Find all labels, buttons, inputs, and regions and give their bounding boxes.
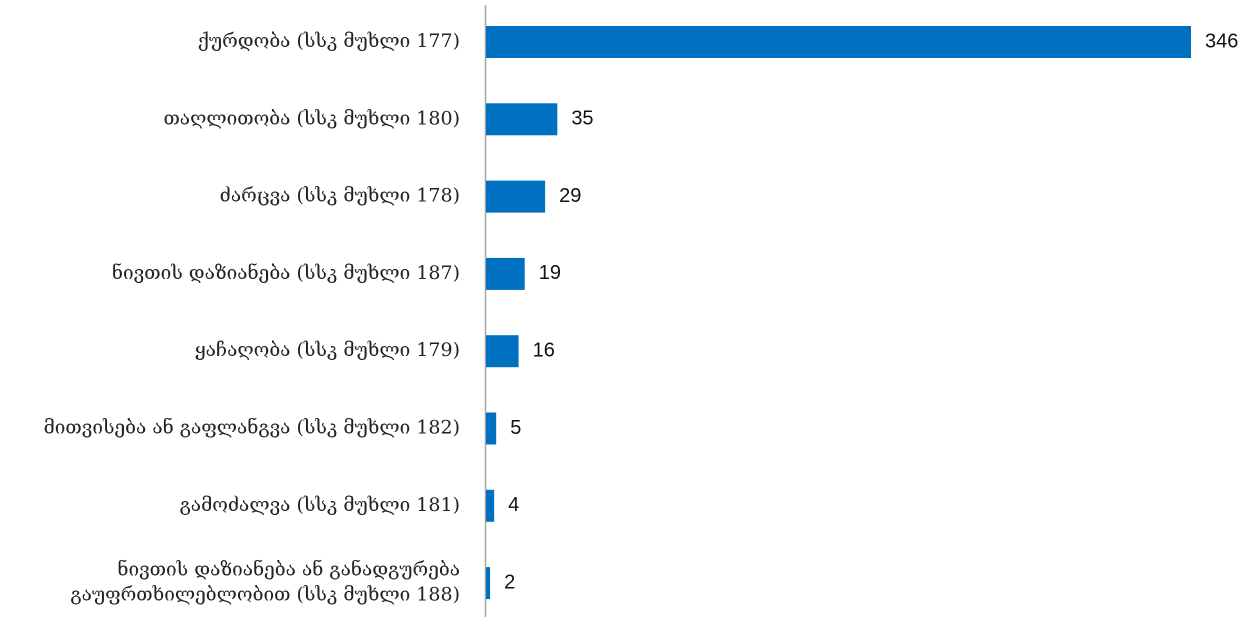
category-label-7-line-0: ნივთის დაზიანება ან განადგურება (117, 559, 460, 581)
bar-3 (486, 257, 525, 290)
value-label-3: 19 (539, 262, 561, 284)
category-label-5: მითვისება ან გაფლანგვა (სსკ მუხლი 182) (44, 417, 460, 439)
bar-1 (486, 103, 558, 136)
category-label-4: ყაჩაღობა (სსკ მუხლი 179) (195, 339, 460, 361)
value-label-0: 346 (1205, 30, 1238, 52)
category-label-7-line-1: გაუფრთხილებლობით (სსკ მუხლი 188) (70, 584, 460, 606)
category-label-0: ქურდობა (სსკ მუხლი 177) (198, 30, 460, 52)
category-label-2: ძარცვა (სსკ მუხლი 178) (220, 185, 460, 207)
value-label-2: 29 (559, 185, 581, 207)
bar-7 (486, 567, 491, 600)
bar-6 (486, 489, 495, 522)
category-label-1: თაღლითობა (სსკ მუხლი 180) (163, 107, 460, 129)
bar-2 (486, 180, 546, 213)
category-label-3: ნივთის დაზიანება (სსკ მუხლი 187) (112, 262, 460, 284)
value-label-5: 5 (510, 417, 521, 439)
value-label-4: 16 (533, 339, 555, 361)
bar-0 (486, 26, 1191, 58)
value-label-7: 2 (504, 571, 515, 593)
bar-5 (486, 412, 497, 445)
bar-4 (486, 335, 519, 368)
value-label-1: 35 (571, 108, 593, 130)
value-label-6: 4 (508, 494, 519, 516)
category-label-6: გამოძალვა (სსკ მუხლი 181) (180, 494, 460, 516)
category-label-7: ნივთის დაზიანება ან განადგურება გაუფრთხილ… (70, 559, 460, 606)
